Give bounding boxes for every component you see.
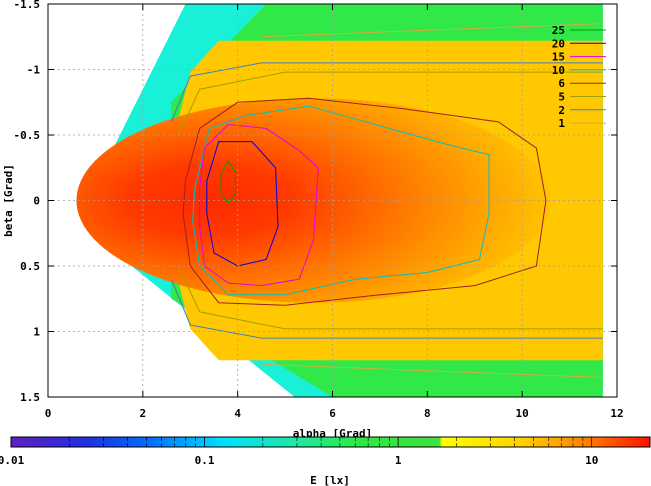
x-tick-label: 12: [610, 407, 623, 420]
contour-line-6: [182, 97, 547, 306]
y-tick-label: -1: [27, 64, 41, 77]
legend-label-15: 15: [552, 51, 565, 64]
contour-line-2: [170, 278, 603, 339]
contour-line-5: [177, 71, 603, 136]
colorbar-ticks: 0.01 0.1 1 10: [0, 437, 651, 467]
y-tick-label: 1: [33, 326, 40, 339]
axis-ticks: 0 2 4 6 8 10 12-1.5-1-0.500.511.5: [14, 0, 624, 420]
colorbar: [10, 436, 651, 448]
legend-label-20: 20: [552, 37, 565, 50]
x-tick-label: 6: [329, 407, 336, 420]
contour-line-2: [170, 62, 603, 123]
y-axis-label: beta [Grad]: [2, 164, 15, 237]
legend-label-6: 6: [558, 77, 565, 90]
legend-label-5: 5: [558, 91, 565, 104]
y-tick-label: -0.5: [14, 129, 41, 142]
legend-label-1: 1: [558, 117, 565, 130]
y-tick-label: 0: [33, 195, 40, 208]
colorbar-tick-label: 10: [585, 454, 598, 467]
colorbar-label: E [lx]: [310, 474, 350, 486]
y-tick-label: -1.5: [14, 0, 41, 11]
x-tick-label: 2: [140, 407, 147, 420]
y-tick-label: 0.5: [20, 260, 40, 273]
contour-lines: [170, 23, 603, 378]
colorbar-tick-label: 1: [395, 454, 402, 467]
legend-label-2: 2: [558, 104, 565, 117]
contour-line-20: [206, 141, 279, 267]
x-tick-label: 0: [45, 407, 52, 420]
legend-label-10: 10: [552, 64, 565, 77]
x-tick-label: 10: [516, 407, 529, 420]
x-tick-label: 8: [424, 407, 431, 420]
grid-lines: [48, 4, 617, 397]
contour-line-25: [220, 160, 236, 204]
x-tick-label: 4: [234, 407, 241, 420]
contour-line-10: [192, 105, 490, 296]
y-tick-label: 1.5: [20, 391, 40, 404]
colorbar-tick-label: 0.01: [0, 454, 25, 467]
contour-line-5: [177, 265, 603, 330]
colorbar-tick-label: 0.1: [195, 454, 215, 467]
legend-label-25: 25: [552, 24, 565, 37]
